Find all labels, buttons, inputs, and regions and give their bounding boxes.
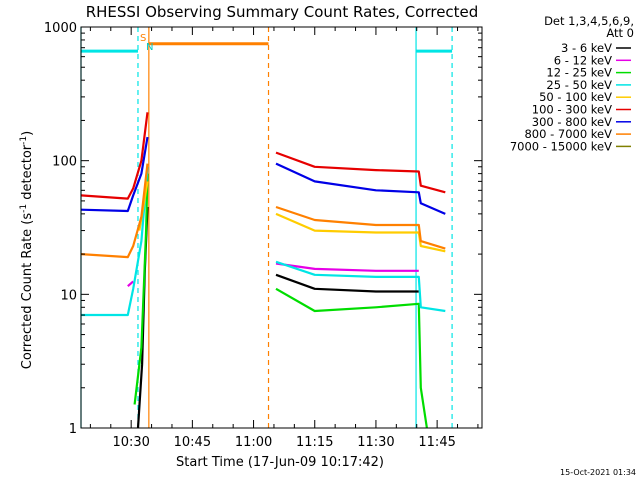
- series-3-segment-1: [275, 260, 446, 313]
- legend-label: 6 - 12 keV: [554, 53, 612, 67]
- legend-label: 300 - 800 keV: [532, 115, 612, 129]
- legend-header-line-1: Det 1,3,4,5,6,9,: [544, 14, 634, 28]
- y-axis-label: Corrected Count Rate (s-1 detector-1): [19, 131, 35, 369]
- series-7-segment-0: [80, 163, 149, 259]
- x-tick-label: 11:45: [418, 435, 455, 450]
- series-5-segment-1: [275, 151, 446, 194]
- y-tick-label: 100: [52, 155, 77, 170]
- legend-label: 12 - 25 keV: [546, 66, 612, 80]
- legend-label: 800 - 7000 keV: [524, 127, 612, 141]
- series-7-segment-1: [275, 205, 446, 250]
- legend-header-line-2: Att 0: [606, 26, 634, 40]
- series-6-segment-0: [80, 136, 149, 213]
- x-tick-label: 11:00: [235, 435, 272, 450]
- plot-area: SN 1 10 100 1000 10:30 10:45 11:00 11:15 11:30 11:…: [44, 21, 483, 450]
- y-tick-label: 1: [69, 422, 77, 437]
- x-axis-label: Start Time (17-Jun-09 10:17:42): [176, 455, 384, 470]
- series-1-segment-1: [275, 262, 419, 272]
- x-tick-label: 11:15: [296, 435, 333, 450]
- series-1-segment-0: [127, 280, 134, 288]
- series-4-segment-1: [275, 212, 446, 253]
- series-3-segment-0: [81, 166, 149, 317]
- plot-frame: [80, 26, 483, 429]
- series-5-segment-0: [80, 112, 149, 200]
- legend-label: 3 - 6 keV: [561, 41, 612, 55]
- legend-label: 100 - 300 keV: [532, 103, 612, 117]
- series-0-segment-1: [275, 273, 419, 293]
- legend-label: 50 - 100 keV: [539, 90, 612, 104]
- flag-n-label: N: [146, 42, 153, 53]
- series-2-segment-1: [275, 287, 428, 429]
- timestamp: 15-Oct-2021 01:34: [560, 468, 636, 477]
- legend-label: 25 - 50 keV: [546, 78, 612, 92]
- series-2-segment-0: [133, 173, 149, 405]
- flag-s-label: S: [140, 33, 146, 44]
- chart-title: RHESSI Observing Summary Count Rates, Co…: [86, 3, 479, 21]
- y-tick-label: 1000: [44, 21, 77, 36]
- x-tick-label: 10:30: [112, 435, 149, 450]
- series-6-segment-1: [275, 162, 446, 215]
- y-tick-label: 10: [60, 288, 77, 303]
- legend-label: 7000 - 15000 keV: [510, 139, 612, 153]
- x-tick-label: 10:45: [174, 435, 211, 450]
- x-tick-label: 11:30: [357, 435, 394, 450]
